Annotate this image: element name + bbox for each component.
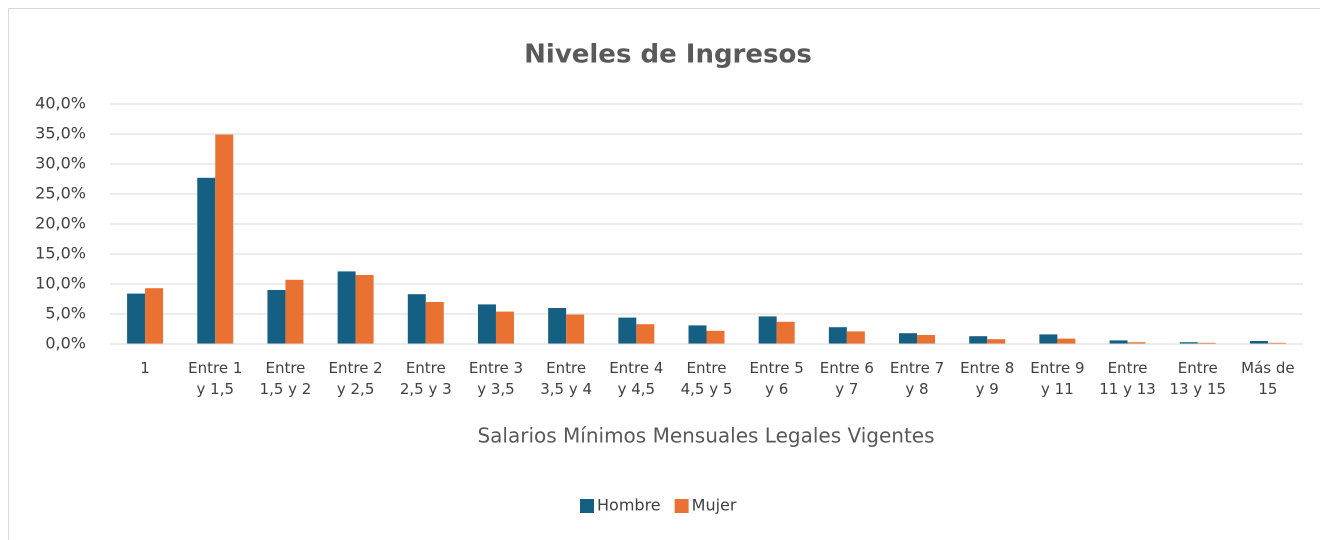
chart-title: Niveles de Ingresos	[524, 40, 812, 70]
y-tick-label: 30,0%	[35, 154, 86, 173]
legend-swatch	[674, 499, 689, 513]
bar	[1109, 340, 1128, 344]
bar	[127, 293, 146, 344]
x-tick-label: Entre 11 y 13	[1099, 359, 1156, 398]
bar	[776, 321, 795, 344]
x-tick-label: Entre 7 y 8	[889, 359, 945, 398]
x-tick-label: Entre 2 y 2,5	[328, 359, 383, 398]
x-tick-label: Entre 4 y 4,5	[609, 359, 664, 398]
bar	[425, 302, 444, 344]
bar	[1179, 342, 1198, 344]
x-tick-label: Entre 4,5 y 5	[680, 359, 733, 398]
y-tick-label: 40,0%	[35, 94, 86, 113]
legend-label: Hombre	[597, 496, 661, 515]
bar	[758, 316, 777, 344]
bar	[267, 290, 286, 344]
y-tick-label: 15,0%	[35, 244, 86, 263]
x-tick-label: Entre 13 y 15	[1169, 359, 1227, 398]
y-tick-label: 5,0%	[45, 304, 86, 323]
bar	[636, 324, 655, 344]
bar	[477, 304, 496, 344]
bar	[1127, 342, 1146, 344]
bar	[215, 134, 234, 344]
bar	[145, 288, 164, 344]
x-tick-label: Entre 9 y 11	[1030, 359, 1085, 398]
y-tick-label: 20,0%	[35, 214, 86, 233]
x-tick-label: Entre 8 y 9	[960, 359, 1015, 398]
x-tick-label: Entre 6 y 7	[819, 359, 874, 398]
bar	[899, 333, 918, 344]
y-tick-label: 10,0%	[35, 274, 86, 293]
bar	[828, 327, 847, 344]
bar	[1039, 334, 1058, 344]
bar	[1249, 341, 1268, 344]
legend-label: Mujer	[692, 496, 737, 515]
x-axis-title: Salarios Mínimos Mensuales Legales Vigen…	[477, 424, 934, 448]
y-tick-label: 35,0%	[35, 124, 86, 143]
y-tick-label: 0,0%	[45, 334, 86, 353]
bar	[285, 279, 304, 344]
bar	[706, 330, 725, 344]
x-tick-label: Entre 1 y 1,5	[188, 359, 243, 398]
bar	[987, 339, 1006, 344]
x-tick-label: Entre 3,5 y 4	[540, 359, 593, 398]
bar	[1057, 338, 1076, 344]
x-tick-label: Entre 3 y 3,5	[468, 359, 524, 398]
bar	[846, 331, 865, 344]
x-tick-label: 1	[140, 359, 150, 377]
x-tick-label: Más de 15	[1241, 359, 1295, 398]
bar	[969, 336, 988, 344]
bar	[407, 294, 426, 344]
bar	[566, 314, 585, 344]
y-tick-label: 25,0%	[35, 184, 86, 203]
x-tick-label: Entre 2,5 y 3	[399, 359, 452, 398]
bar	[197, 177, 216, 344]
bar	[355, 275, 374, 344]
x-tick-label: Entre 5 y 6	[749, 359, 804, 398]
bar	[337, 271, 356, 344]
bar	[495, 311, 514, 344]
bar	[548, 308, 567, 344]
bar	[1267, 342, 1286, 344]
x-tick-label: Entre 1,5 y 2	[259, 359, 312, 398]
bar	[1197, 342, 1216, 344]
bar	[618, 317, 637, 344]
bar	[688, 325, 707, 344]
legend-swatch	[580, 499, 594, 513]
bar	[917, 335, 936, 344]
